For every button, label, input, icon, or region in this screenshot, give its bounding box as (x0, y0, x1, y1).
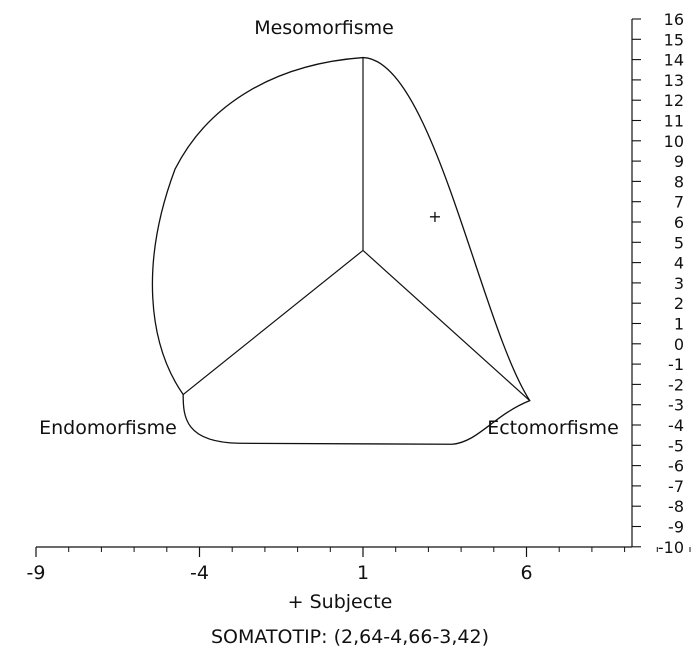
data-points: + (428, 207, 441, 226)
y-tick-label: 10 (664, 132, 684, 151)
y-tick-label: -6 (668, 457, 684, 476)
y-tick-label: 11 (664, 112, 684, 131)
y-tick-label: 1 (674, 315, 684, 334)
mesomorph-label: Mesomorfisme (254, 17, 394, 39)
y-tick-label: -3 (668, 396, 684, 415)
y-tick-label: -5 (668, 436, 684, 455)
x-tick-label: 1 (357, 562, 369, 584)
y-tick-label: -9 (668, 518, 684, 537)
y-tick-label: -10 (658, 538, 684, 557)
y-tick-label: 13 (664, 71, 684, 90)
y-tick-label: 12 (664, 91, 684, 110)
y-tick-label: -2 (668, 375, 684, 394)
somatochart-curve (151, 56, 531, 445)
y-tick-label: -1 (668, 355, 684, 374)
y-tick-label: 8 (674, 172, 684, 191)
y-tick-label: 6 (674, 213, 684, 232)
legend-subject: + Subjecte (288, 591, 393, 613)
y-tick-label: 4 (674, 254, 684, 273)
y-tick-label: -4 (668, 416, 684, 435)
y-tick-label: 15 (664, 30, 684, 49)
y-tick-label: -7 (668, 477, 684, 496)
x-tick-label: -4 (190, 562, 209, 584)
y-tick-label: 5 (674, 233, 684, 252)
ectomorph-label: Ectomorfisme (487, 417, 619, 439)
somatochart-outline (151, 56, 531, 445)
endomorph-axis-line (182, 249, 364, 396)
y-tick-label: 2 (674, 294, 684, 313)
axes: -9 -4 1 6161514131211109876543210-1-2-3-4-5… (27, 10, 691, 584)
somatotype-footer: SOMATOTIP: (2,64-4,66-3,42) (210, 626, 490, 648)
x-tick-label: -9 (27, 562, 46, 584)
y-tick-label: 9 (674, 152, 684, 171)
y-tick-label: -8 (668, 497, 684, 516)
endomorph-label: Endomorfisme (39, 417, 177, 439)
x-tick-label: 6 (520, 562, 532, 584)
y-tick-label: 0 (674, 335, 684, 354)
y-tick-label: 16 (664, 10, 684, 29)
subject-point-marker: + (428, 207, 441, 226)
y-tick-label: 7 (674, 193, 684, 212)
y-tick-label: 14 (664, 51, 684, 70)
ectomorph-axis-line (362, 249, 531, 402)
y-tick-label: 3 (674, 274, 684, 293)
